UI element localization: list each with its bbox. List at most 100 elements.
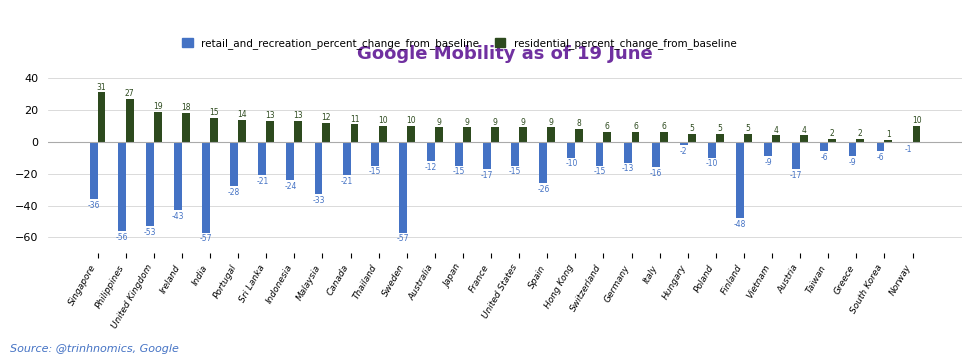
Text: 9: 9: [492, 118, 497, 127]
Text: -24: -24: [284, 182, 297, 191]
Text: Source: @trinhnomics, Google: Source: @trinhnomics, Google: [10, 345, 179, 355]
Text: 27: 27: [125, 89, 135, 98]
Text: 1: 1: [886, 130, 891, 140]
Bar: [399, 142, 406, 233]
Text: -15: -15: [593, 167, 606, 176]
Text: -9: -9: [849, 158, 856, 167]
Bar: [568, 142, 575, 158]
Text: -48: -48: [734, 220, 746, 229]
Text: 9: 9: [521, 118, 526, 127]
Bar: [519, 127, 527, 142]
Text: 9: 9: [437, 118, 442, 127]
Text: 11: 11: [350, 115, 360, 124]
Bar: [491, 127, 499, 142]
Bar: [800, 135, 808, 142]
Bar: [913, 126, 920, 142]
Text: -21: -21: [256, 177, 269, 186]
Bar: [659, 132, 667, 142]
Text: 2: 2: [858, 129, 863, 138]
Text: 14: 14: [237, 110, 247, 119]
Text: -21: -21: [341, 177, 353, 186]
Bar: [680, 142, 688, 145]
Text: -26: -26: [537, 185, 549, 194]
Bar: [258, 142, 267, 175]
Text: 4: 4: [774, 126, 779, 135]
Bar: [905, 142, 913, 143]
Bar: [210, 118, 218, 142]
Text: 5: 5: [745, 124, 750, 133]
Bar: [286, 142, 294, 180]
Bar: [118, 142, 126, 231]
Bar: [743, 134, 752, 142]
Text: -1: -1: [905, 145, 913, 154]
Text: -56: -56: [115, 233, 128, 242]
Bar: [792, 142, 800, 169]
Bar: [427, 142, 435, 161]
Text: -6: -6: [821, 153, 828, 162]
Bar: [351, 124, 359, 142]
Bar: [322, 123, 330, 142]
Text: 10: 10: [912, 116, 921, 125]
Bar: [631, 132, 639, 142]
Text: -17: -17: [790, 171, 802, 179]
Bar: [736, 142, 743, 218]
Text: 6: 6: [605, 122, 610, 131]
Text: 12: 12: [321, 113, 331, 122]
Bar: [238, 120, 246, 142]
Text: 31: 31: [97, 83, 106, 91]
Text: -12: -12: [425, 163, 437, 172]
Bar: [371, 142, 379, 166]
Bar: [455, 142, 463, 166]
Legend: retail_and_recreation_percent_change_from_baseline, residential_percent_change_f: retail_and_recreation_percent_change_fro…: [180, 35, 740, 52]
Text: 2: 2: [829, 129, 834, 138]
Bar: [596, 142, 604, 166]
Bar: [652, 142, 659, 167]
Bar: [708, 142, 716, 158]
Text: -53: -53: [144, 228, 156, 237]
Text: 10: 10: [378, 116, 388, 125]
Text: -15: -15: [452, 167, 465, 176]
Bar: [623, 142, 631, 163]
Text: 15: 15: [209, 108, 219, 117]
Text: -10: -10: [566, 159, 577, 168]
Bar: [848, 142, 857, 156]
Bar: [884, 140, 892, 142]
Bar: [343, 142, 351, 175]
Bar: [828, 138, 836, 142]
Bar: [688, 134, 696, 142]
Bar: [294, 121, 302, 142]
Text: -17: -17: [481, 171, 493, 179]
Bar: [146, 142, 153, 226]
Text: 19: 19: [153, 102, 162, 111]
Text: 13: 13: [266, 111, 275, 120]
Text: -9: -9: [764, 158, 772, 167]
Bar: [379, 126, 387, 142]
Bar: [539, 142, 547, 183]
Bar: [575, 129, 583, 142]
Bar: [511, 142, 519, 166]
Bar: [174, 142, 182, 210]
Bar: [435, 127, 443, 142]
Bar: [90, 142, 98, 199]
Bar: [182, 113, 190, 142]
Text: -33: -33: [313, 196, 324, 205]
Bar: [231, 142, 238, 187]
Text: -36: -36: [88, 201, 100, 210]
Bar: [604, 132, 612, 142]
Text: -28: -28: [228, 188, 240, 197]
Bar: [98, 93, 106, 142]
Text: 10: 10: [405, 116, 415, 125]
Text: -2: -2: [680, 147, 688, 156]
Bar: [484, 142, 491, 169]
Bar: [406, 126, 414, 142]
Bar: [267, 121, 275, 142]
Text: 5: 5: [717, 124, 722, 133]
Text: 9: 9: [464, 118, 469, 127]
Title: Google Mobility as of 19 June: Google Mobility as of 19 June: [358, 45, 653, 63]
Bar: [315, 142, 322, 194]
Text: 4: 4: [802, 126, 807, 135]
Bar: [202, 142, 210, 233]
Text: 6: 6: [661, 122, 666, 131]
Text: -10: -10: [705, 159, 718, 168]
Text: 9: 9: [549, 118, 554, 127]
